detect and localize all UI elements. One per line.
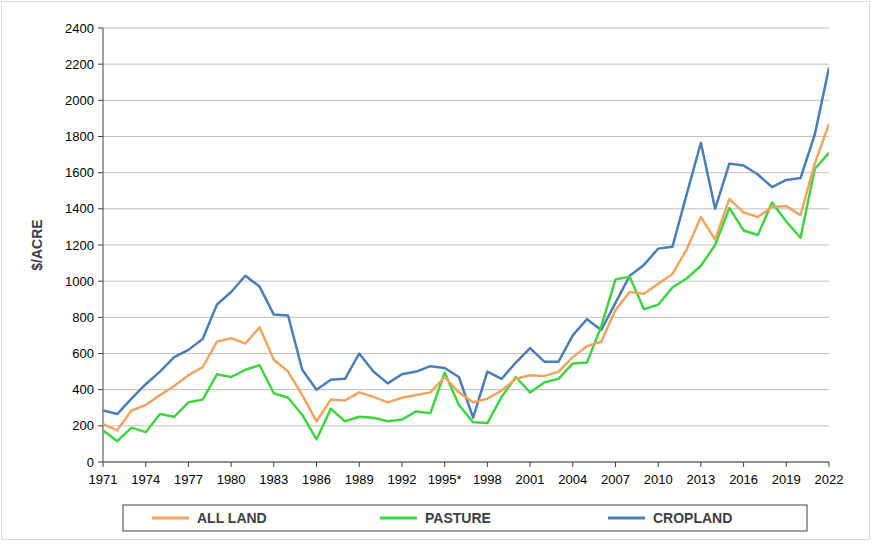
x-tick <box>231 462 232 467</box>
x-tick-label: 1971 <box>89 472 118 487</box>
chart-border <box>2 2 870 540</box>
x-tick <box>145 462 146 467</box>
x-tick-label: 2010 <box>644 472 673 487</box>
x-tick <box>786 462 787 467</box>
grid-line <box>103 64 829 65</box>
x-tick-label: 1974 <box>131 472 160 487</box>
legend-label: PASTURE <box>425 510 491 526</box>
legend-swatch <box>152 517 189 520</box>
x-tick <box>743 462 744 467</box>
x-tick-label: 1992 <box>387 472 416 487</box>
y-tick-label: 600 <box>72 346 94 361</box>
y-tick-label: 1200 <box>65 238 94 253</box>
x-tick <box>615 462 616 467</box>
x-tick <box>316 462 317 467</box>
legend-label: ALL LAND <box>197 510 267 526</box>
x-tick-label: 1998 <box>473 472 502 487</box>
x-axis <box>103 462 829 463</box>
legend-swatch <box>608 517 645 520</box>
y-tick <box>98 281 103 282</box>
y-tick <box>98 462 103 463</box>
grid-line <box>103 208 829 209</box>
y-tick <box>98 64 103 65</box>
grid-line <box>103 28 829 29</box>
grid-line <box>103 172 829 173</box>
y-tick-label: 1600 <box>65 165 94 180</box>
x-tick-label: 2001 <box>516 472 545 487</box>
y-tick <box>98 100 103 101</box>
legend-box <box>123 505 807 531</box>
y-axis-title: $/ACRE <box>29 219 45 270</box>
y-tick-label: 0 <box>87 455 94 470</box>
legend-swatch <box>380 517 417 520</box>
x-tick <box>572 462 573 467</box>
y-tick <box>98 353 103 354</box>
x-tick-label: 1983 <box>259 472 288 487</box>
y-tick <box>98 389 103 390</box>
x-tick <box>359 462 360 467</box>
y-axis <box>103 28 104 462</box>
x-tick <box>444 462 445 467</box>
y-tick <box>98 172 103 173</box>
series-line <box>103 68 829 418</box>
x-tick-label: 2007 <box>601 472 630 487</box>
y-tick-label: 200 <box>72 418 94 433</box>
series-line <box>103 124 829 431</box>
x-tick-label: 2004 <box>558 472 587 487</box>
y-tick <box>98 208 103 209</box>
grid-line <box>103 281 829 282</box>
x-tick-label: 2016 <box>729 472 758 487</box>
grid-line <box>103 462 829 463</box>
x-tick <box>700 462 701 467</box>
y-tick-label: 2400 <box>65 21 94 36</box>
x-tick-label: 2013 <box>686 472 715 487</box>
grid-line <box>103 136 829 137</box>
x-tick-label: 1989 <box>345 472 374 487</box>
x-tick <box>273 462 274 467</box>
y-tick <box>98 425 103 426</box>
x-tick <box>658 462 659 467</box>
grid-line <box>103 389 829 390</box>
y-tick-label: 1000 <box>65 274 94 289</box>
y-tick-label: 2200 <box>65 57 94 72</box>
y-tick <box>98 245 103 246</box>
x-tick-label: 1977 <box>174 472 203 487</box>
x-tick <box>487 462 488 467</box>
x-tick-label: 2019 <box>772 472 801 487</box>
y-tick <box>98 136 103 137</box>
grid-line <box>103 425 829 426</box>
plot-area <box>103 68 829 441</box>
y-tick-label: 1800 <box>65 129 94 144</box>
x-tick-label: 1986 <box>302 472 331 487</box>
y-tick <box>98 28 103 29</box>
legend-label: CROPLAND <box>653 510 732 526</box>
x-tick <box>829 462 830 467</box>
y-tick-label: 2000 <box>65 93 94 108</box>
x-tick <box>103 462 104 467</box>
x-tick <box>401 462 402 467</box>
y-tick-label: 1400 <box>65 201 94 216</box>
y-tick-label: 400 <box>72 382 94 397</box>
y-tick-label: 800 <box>72 310 94 325</box>
grid-line <box>103 100 829 101</box>
x-tick <box>188 462 189 467</box>
x-tick <box>530 462 531 467</box>
x-tick-label: 1980 <box>217 472 246 487</box>
y-tick <box>98 317 103 318</box>
chart: 0 200 400 600 800 1000 1200 1400 1600 1800 2000 220… <box>0 0 872 554</box>
x-tick-label: 1995* <box>428 472 462 487</box>
grid-line <box>103 245 829 246</box>
x-tick-label: 2022 <box>815 472 844 487</box>
